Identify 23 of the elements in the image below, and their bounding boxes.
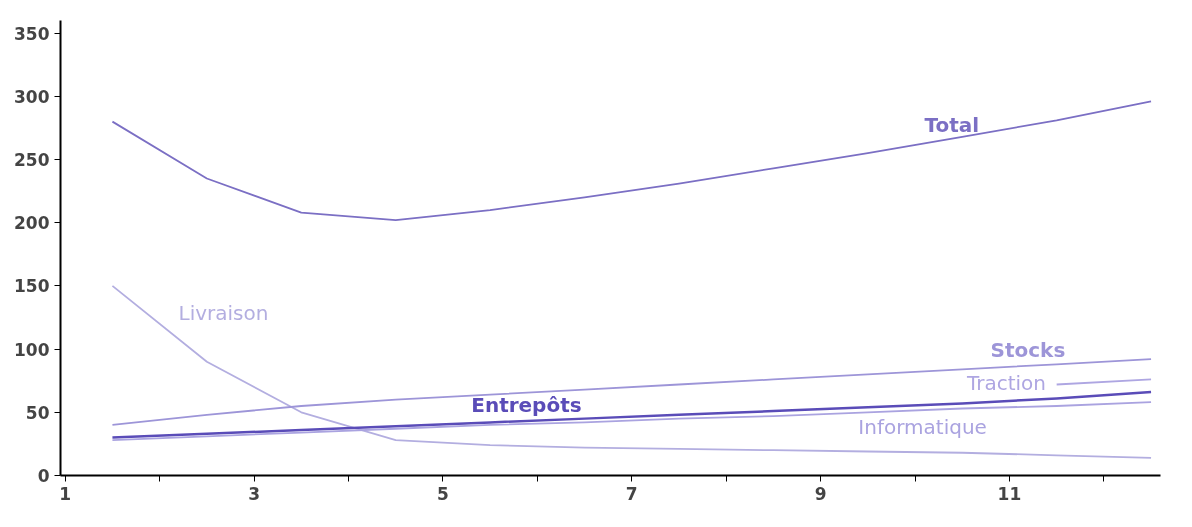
y-tick-label: 150 <box>14 276 50 297</box>
y-tick-label: 200 <box>14 213 50 234</box>
x-tick-label: 1 <box>59 483 72 504</box>
y-tick-label: 300 <box>14 86 50 107</box>
y-tick-label: 250 <box>14 150 50 171</box>
x-tick-label: 9 <box>814 483 827 504</box>
line-series <box>111 390 1153 439</box>
x-tick-label: 11 <box>997 483 1022 504</box>
x-tick-label: 5 <box>436 483 449 504</box>
x-tick-label: 3 <box>248 483 260 504</box>
y-tick-label: 50 <box>25 402 50 423</box>
series-label: Total <box>924 113 980 138</box>
y-tick-label: 350 <box>14 23 50 44</box>
x-tick-label: 7 <box>625 483 638 504</box>
y-tick-label: 100 <box>14 339 50 360</box>
series-label: Informatique <box>858 414 987 439</box>
line-series <box>111 100 1152 222</box>
y-tick-label: 0 <box>37 466 50 486</box>
line-series <box>111 285 1152 459</box>
series-label: Traction <box>965 370 1046 395</box>
series-label: Entrepôts <box>471 393 582 418</box>
series-label: Livraison <box>178 301 269 325</box>
series-label: Stocks <box>990 337 1066 362</box>
